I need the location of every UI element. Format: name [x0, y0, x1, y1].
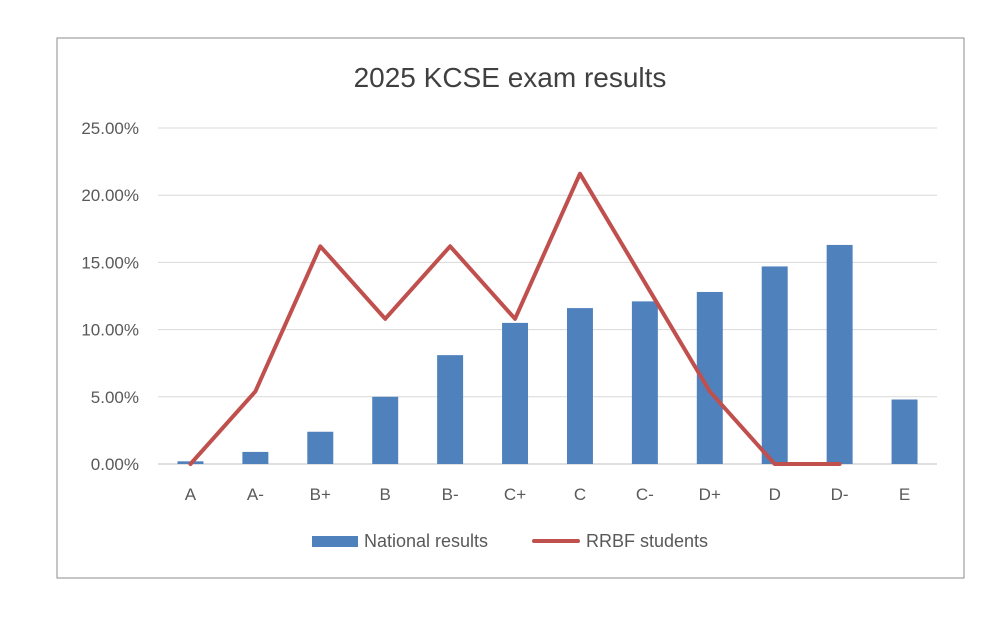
x-tick-label: D+ [699, 485, 721, 504]
y-axis-ticks: 0.00% 5.00% 10.00% 15.00% 20.00% 25.00% [81, 119, 139, 474]
y-tick-label: 5.00% [91, 388, 139, 407]
bar [437, 355, 464, 464]
bar [566, 308, 593, 464]
series-line [188, 171, 842, 466]
chart-title: 2025 KCSE exam results [354, 62, 667, 93]
legend-label-national-results: National results [364, 531, 488, 551]
bar [242, 451, 269, 464]
y-tick-label: 0.00% [91, 455, 139, 474]
y-tick-label: 25.00% [81, 119, 139, 138]
x-tick-label: A [185, 485, 197, 504]
bar [502, 322, 529, 464]
bar [307, 431, 334, 464]
x-axis-ticks: A A- B+ B B- C+ C C- D+ D D- E [185, 485, 910, 504]
legend: National results RRBF students [312, 531, 708, 551]
x-tick-label: B- [442, 485, 459, 504]
bar [891, 399, 918, 464]
bar [372, 396, 399, 464]
bar [631, 301, 658, 464]
legend-swatch-national-results [312, 536, 358, 547]
line-series-rrbf-students [188, 171, 842, 466]
bar [826, 244, 853, 464]
x-tick-label: D [769, 485, 781, 504]
x-tick-label: A- [247, 485, 264, 504]
legend-label-rrbf-students: RRBF students [586, 531, 708, 551]
x-tick-label: E [899, 485, 910, 504]
y-tick-label: 15.00% [81, 253, 139, 272]
bar [761, 266, 788, 464]
x-tick-label: C+ [504, 485, 526, 504]
x-tick-label: B [380, 485, 391, 504]
x-tick-label: C- [636, 485, 654, 504]
y-tick-label: 20.00% [81, 186, 139, 205]
x-tick-label: C [574, 485, 586, 504]
x-tick-label: D- [831, 485, 849, 504]
y-tick-label: 10.00% [81, 321, 139, 340]
x-tick-label: B+ [310, 485, 331, 504]
